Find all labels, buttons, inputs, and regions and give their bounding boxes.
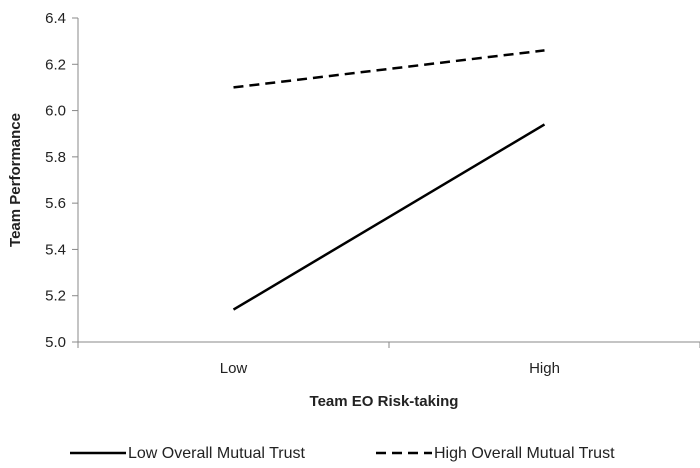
y-tick-label: 6.2 <box>45 56 66 73</box>
y-tick-label: 5.4 <box>45 241 66 258</box>
series-lines <box>232 49 546 311</box>
x-tick-label: Low <box>220 360 248 377</box>
x-tick-label: High <box>529 360 560 377</box>
legend-label-2: High Overall Mutual Trust <box>434 445 615 462</box>
chart-axes <box>77 18 700 343</box>
series-line-2 <box>233 49 545 89</box>
y-tick-label: 6.4 <box>45 10 66 27</box>
y-tick-label: 5.6 <box>45 195 66 212</box>
y-tick-label: 5.0 <box>45 334 66 351</box>
x-axis-title: Team EO Risk-taking <box>310 393 459 410</box>
y-tick-label: 5.2 <box>45 288 66 305</box>
y-tick-labels: 5.0 5.2 5.4 5.6 5.8 6.0 6.2 6.4 <box>45 10 78 351</box>
y-tick-label: 5.8 <box>45 149 66 166</box>
y-axis-title: Team Performance <box>7 113 24 247</box>
y-tick-label: 6.0 <box>45 103 66 120</box>
series-line-1 <box>232 123 546 311</box>
x-tick-labels: Low High <box>77 342 700 377</box>
legend: Low Overall Mutual Trust High Overall Mut… <box>70 445 615 462</box>
legend-label-1: Low Overall Mutual Trust <box>128 445 306 462</box>
